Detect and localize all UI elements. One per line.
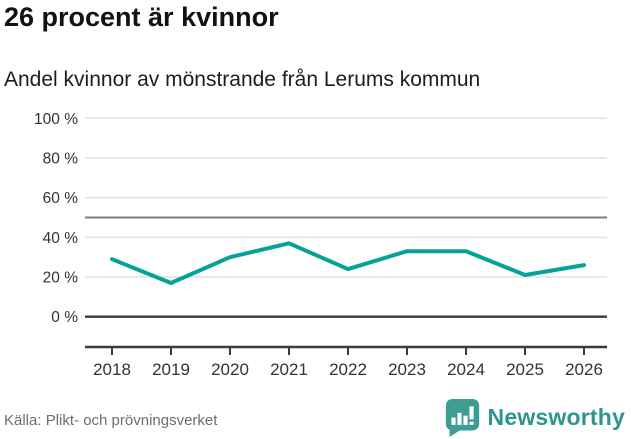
- source-note: Källa: Plikt- och prövningsverket: [4, 412, 218, 429]
- y-tick-label-100: 100 %: [34, 111, 78, 128]
- x-tick-label-2022: 2022: [329, 360, 367, 379]
- newsworthy-logo-icon: [445, 398, 479, 437]
- y-tick-label-0: 0 %: [51, 309, 78, 326]
- chart-title: 26 procent är kvinnor: [4, 2, 279, 32]
- y-tick-label-60: 60 %: [43, 190, 79, 207]
- x-tick-label-2026: 2026: [565, 360, 603, 379]
- x-tick-label-2020: 2020: [211, 360, 249, 379]
- y-tick-label-20: 20 %: [43, 270, 79, 287]
- x-tick-label-2023: 2023: [388, 360, 426, 379]
- x-tick-label-2018: 2018: [93, 360, 131, 379]
- chart-subtitle: Andel kvinnor av mönstrande från Lerums …: [4, 68, 481, 91]
- x-tick-label-2021: 2021: [270, 360, 308, 379]
- data-line: [110, 241, 586, 285]
- x-tick-label-2019: 2019: [152, 360, 190, 379]
- newsworthy-logo: Newsworthy: [444, 397, 625, 437]
- x-tick-label-2024: 2024: [447, 360, 485, 379]
- newsworthy-logo-text: Newsworthy: [487, 403, 625, 430]
- x-tick-label-2025: 2025: [506, 360, 544, 379]
- y-tick-label-80: 80 %: [43, 150, 79, 167]
- y-tick-label-40: 40 %: [43, 230, 79, 247]
